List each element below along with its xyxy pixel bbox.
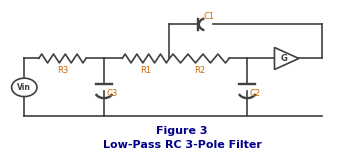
Text: C1: C1 [204, 12, 215, 21]
Text: Low-Pass RC 3-Pole Filter: Low-Pass RC 3-Pole Filter [103, 140, 261, 150]
Text: R2: R2 [194, 66, 205, 75]
Text: R1: R1 [140, 66, 151, 75]
Text: C2: C2 [250, 89, 261, 98]
Text: Vin: Vin [17, 83, 31, 92]
Text: C3: C3 [107, 89, 118, 98]
Text: R3: R3 [57, 66, 68, 75]
Text: Figure 3: Figure 3 [156, 126, 208, 136]
Text: G: G [281, 54, 288, 63]
